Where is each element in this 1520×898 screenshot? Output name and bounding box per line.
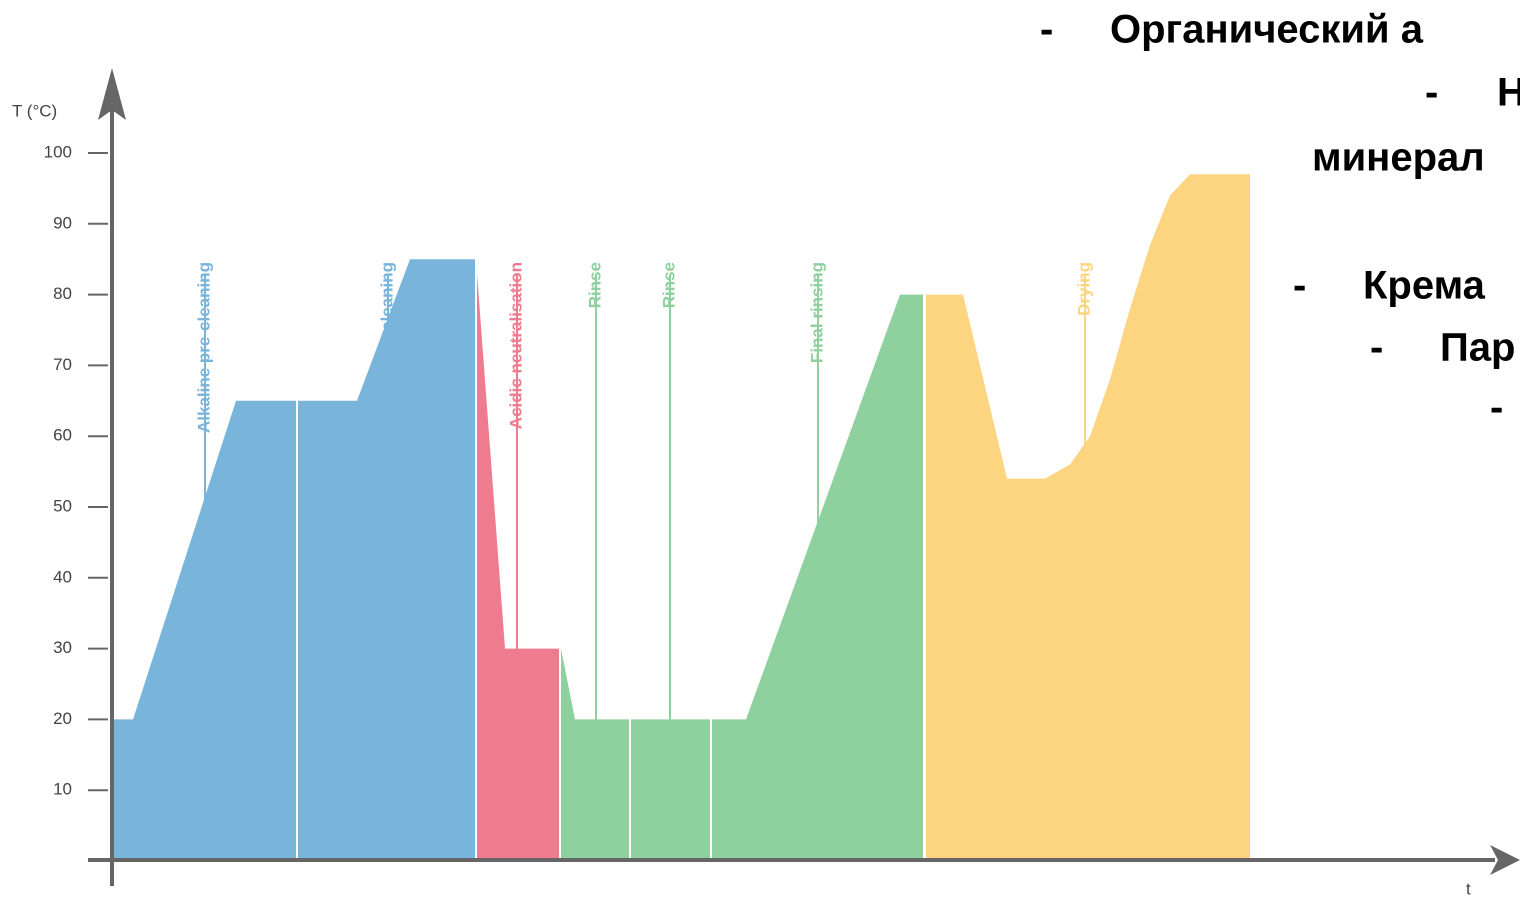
y-tick-label: 10 [53,780,72,799]
bullet-dash: - [1293,264,1306,308]
area [926,174,1250,862]
overlay-text: Крема [1363,264,1486,308]
y-tick-label: 70 [53,355,72,374]
area [112,400,296,861]
y-tick-label: 30 [53,638,72,657]
overlay-text: минерал [1312,136,1485,180]
area [561,648,629,861]
x-axis-arrow [1490,845,1520,875]
y-tick-label: 50 [53,496,72,515]
overlay-text: Органический а [1110,8,1424,52]
x-axis-label: t [1466,879,1471,898]
bullet-dash: - [1490,386,1503,430]
stage-label: Rinse [659,262,678,308]
stage-label: Acidic neutralisation [506,262,525,429]
area [712,294,923,862]
y-tick-label: 80 [53,284,72,303]
area [631,719,710,861]
y-tick-label: 60 [53,426,72,445]
area [298,259,475,861]
overlay-text: Пар [1440,326,1515,370]
y-tick-label: 40 [53,567,72,586]
y-tick-label: 100 [44,142,72,161]
stage-label: Final rinsing [807,262,826,363]
y-axis-arrow [98,68,126,120]
y-tick-label: 20 [53,709,72,728]
stage-label: Rinse [585,262,604,308]
bullet-dash: - [1370,326,1383,370]
bullet-dash: - [1040,8,1053,52]
bullet-dash: - [1425,71,1438,115]
stage-label: Drying [1074,262,1093,316]
stage-label: Alkaline pre-cleaning [194,262,213,433]
area [477,273,559,861]
overlay-text: Н [1497,71,1520,115]
y-axis-label: T (°C) [12,101,57,120]
y-tick-label: 90 [53,213,72,232]
plot: Alkaline pre-cleaningAlkaline cleaningAc… [112,174,1250,862]
